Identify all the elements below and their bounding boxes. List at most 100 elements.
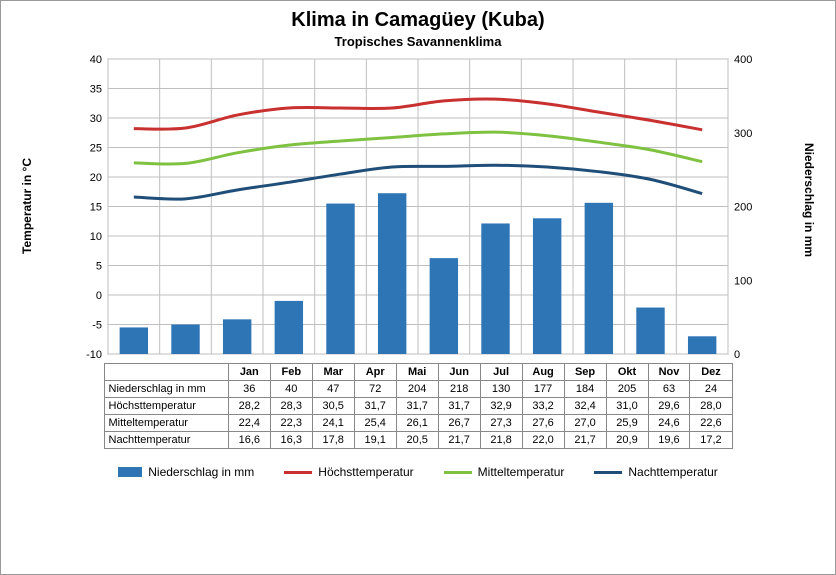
table-cell: 17,8 xyxy=(312,432,354,449)
chart-title: Klima in Camagüey (Kuba) xyxy=(15,9,821,32)
table-cell: 63 xyxy=(648,381,690,398)
table-cell: 20,9 xyxy=(606,432,648,449)
svg-text:15: 15 xyxy=(90,202,102,214)
month-header: Okt xyxy=(606,364,648,381)
table-cell: 16,3 xyxy=(270,432,312,449)
legend: Niederschlag in mm Höchsttemperatur Mittel… xyxy=(15,465,821,479)
y-axis-left-label: Temperatur in °C xyxy=(20,158,34,254)
row-label: Niederschlag in mm xyxy=(104,381,228,398)
table-cell: 28,3 xyxy=(270,398,312,415)
row-label: Nachttemperatur xyxy=(104,432,228,449)
month-header: Jul xyxy=(480,364,522,381)
month-header: Mai xyxy=(396,364,438,381)
data-table: JanFebMarAprMaiJunJulAugSepOktNovDezNied… xyxy=(104,363,733,449)
month-header: Jan xyxy=(228,364,270,381)
table-cell: 27,6 xyxy=(522,415,564,432)
month-header: Aug xyxy=(522,364,564,381)
table-cell: 17,2 xyxy=(690,432,732,449)
month-header: Feb xyxy=(270,364,312,381)
legend-item: Mitteltemperatur xyxy=(444,465,565,479)
chart-container: Klima in Camagüey (Kuba) Tropisches Sava… xyxy=(0,0,836,575)
legend-label: Mitteltemperatur xyxy=(478,465,565,479)
table-cell: 24,6 xyxy=(648,415,690,432)
table-cell: 31,7 xyxy=(438,398,480,415)
svg-text:10: 10 xyxy=(90,231,102,243)
table-cell: 16,6 xyxy=(228,432,270,449)
legend-item: Höchsttemperatur xyxy=(284,465,413,479)
table-cell: 31,0 xyxy=(606,398,648,415)
table-cell: 28,2 xyxy=(228,398,270,415)
table-cell: 20,5 xyxy=(396,432,438,449)
table-cell: 27,0 xyxy=(564,415,606,432)
svg-text:30: 30 xyxy=(90,113,102,125)
row-label: Höchsttemperatur xyxy=(104,398,228,415)
table-cell: 19,6 xyxy=(648,432,690,449)
svg-text:20: 20 xyxy=(90,172,102,184)
table-cell: 19,1 xyxy=(354,432,396,449)
svg-text:300: 300 xyxy=(734,128,752,140)
table-cell: 25,4 xyxy=(354,415,396,432)
table-cell: 30,5 xyxy=(312,398,354,415)
y-axis-right-label: Niederschlag in mm xyxy=(802,143,816,257)
svg-text:0: 0 xyxy=(96,290,102,302)
svg-text:35: 35 xyxy=(90,84,102,96)
table-cell: 22,3 xyxy=(270,415,312,432)
legend-swatch-bar xyxy=(118,467,142,477)
precip-bar xyxy=(120,327,148,354)
row-label: Mitteltemperatur xyxy=(104,415,228,432)
svg-text:-10: -10 xyxy=(86,349,102,358)
table-cell: 21,7 xyxy=(564,432,606,449)
table-cell: 204 xyxy=(396,381,438,398)
table-cell: 184 xyxy=(564,381,606,398)
table-cell: 24 xyxy=(690,381,732,398)
svg-text:5: 5 xyxy=(96,261,102,273)
precip-bar xyxy=(585,203,613,354)
legend-swatch-line xyxy=(444,471,472,474)
precip-bar xyxy=(223,319,251,354)
chart-svg: -10-505101520253035400100200300400 xyxy=(68,55,768,358)
precip-bar xyxy=(636,308,664,354)
table-cell: 22,4 xyxy=(228,415,270,432)
precip-bar xyxy=(533,218,561,354)
plot-area: Temperatur in °C Niederschlag in mm -10-… xyxy=(68,55,768,363)
table-cell: 22,0 xyxy=(522,432,564,449)
legend-label: Höchsttemperatur xyxy=(318,465,413,479)
legend-item: Nachttemperatur xyxy=(594,465,717,479)
table-cell: 47 xyxy=(312,381,354,398)
table-cell: 24,1 xyxy=(312,415,354,432)
month-header: Mar xyxy=(312,364,354,381)
table-cell: 218 xyxy=(438,381,480,398)
month-header: Sep xyxy=(564,364,606,381)
table-cell: 25,9 xyxy=(606,415,648,432)
legend-swatch-line xyxy=(594,471,622,474)
svg-text:100: 100 xyxy=(734,275,752,287)
precip-bar xyxy=(430,258,458,354)
svg-text:400: 400 xyxy=(734,55,752,66)
table-cell: 72 xyxy=(354,381,396,398)
precip-bar xyxy=(326,204,354,354)
table-cell: 31,7 xyxy=(354,398,396,415)
month-header: Dez xyxy=(690,364,732,381)
precip-bar xyxy=(481,223,509,354)
legend-label: Nachttemperatur xyxy=(628,465,717,479)
table-cell: 26,1 xyxy=(396,415,438,432)
table-cell: 29,6 xyxy=(648,398,690,415)
table-cell: 32,4 xyxy=(564,398,606,415)
svg-text:0: 0 xyxy=(734,349,740,358)
table-cell: 205 xyxy=(606,381,648,398)
chart-subtitle: Tropisches Savannenklima xyxy=(15,34,821,49)
table-cell: 26,7 xyxy=(438,415,480,432)
table-cell: 177 xyxy=(522,381,564,398)
table-cell: 27,3 xyxy=(480,415,522,432)
svg-text:40: 40 xyxy=(90,55,102,66)
table-cell: 130 xyxy=(480,381,522,398)
table-cell: 28,0 xyxy=(690,398,732,415)
precip-bar xyxy=(378,193,406,354)
svg-text:25: 25 xyxy=(90,143,102,155)
legend-label: Niederschlag in mm xyxy=(148,465,254,479)
legend-item: Niederschlag in mm xyxy=(118,465,254,479)
precip-bar xyxy=(688,336,716,354)
precip-bar xyxy=(171,325,199,355)
precip-bar xyxy=(275,301,303,354)
month-header: Apr xyxy=(354,364,396,381)
